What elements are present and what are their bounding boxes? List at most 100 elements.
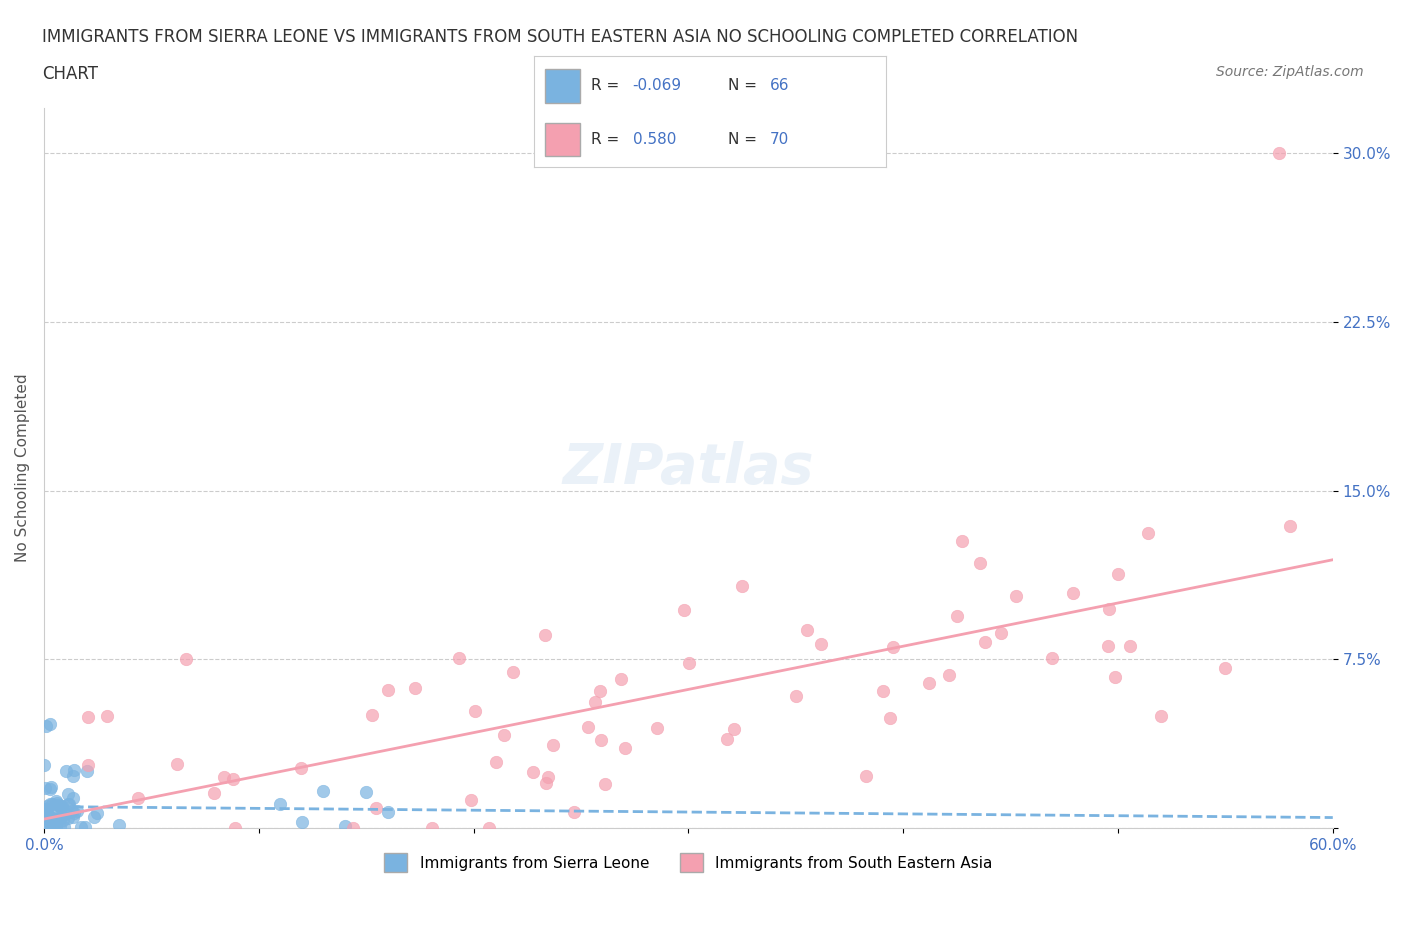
Point — [1136, 525, 1159, 540]
Point — [56, 787, 79, 802]
Point — [291, 815, 314, 830]
Point — [35, 802, 58, 817]
Point — [49, 819, 72, 834]
Point — [49, 800, 72, 815]
Point — [1104, 670, 1126, 684]
Point — [1278, 518, 1301, 533]
Point — [1097, 638, 1119, 653]
Point — [62, 790, 84, 805]
Point — [41, 796, 63, 811]
Point — [364, 801, 387, 816]
Text: Source: ZipAtlas.com: Source: ZipAtlas.com — [1216, 65, 1364, 79]
Point — [56, 797, 79, 812]
Point — [108, 817, 131, 832]
Point — [55, 806, 77, 821]
Point — [576, 720, 599, 735]
Point — [49, 801, 72, 816]
Point — [46, 797, 69, 812]
Point — [62, 769, 84, 784]
Y-axis label: No Schooling Completed: No Schooling Completed — [15, 374, 30, 563]
Point — [502, 665, 524, 680]
Point — [48, 798, 70, 813]
Point — [32, 758, 55, 773]
Point — [1268, 146, 1291, 161]
Text: CHART: CHART — [42, 65, 98, 83]
Point — [37, 809, 59, 824]
Point — [96, 709, 118, 724]
Point — [62, 809, 84, 824]
Point — [35, 719, 58, 734]
Point — [45, 813, 67, 828]
Text: -0.069: -0.069 — [633, 78, 682, 93]
Point — [76, 764, 98, 779]
Point — [39, 803, 62, 817]
Point — [990, 625, 1012, 640]
Point — [478, 820, 501, 835]
Point — [855, 768, 877, 783]
Text: R =: R = — [591, 78, 624, 93]
Point — [39, 717, 62, 732]
Point — [938, 668, 960, 683]
Point — [723, 722, 745, 737]
Point — [420, 820, 443, 835]
Point — [810, 637, 832, 652]
Point — [38, 782, 60, 797]
Point — [537, 770, 560, 785]
Point — [41, 811, 63, 826]
Point — [595, 777, 617, 791]
Point — [52, 813, 75, 828]
Point — [45, 793, 67, 808]
Point — [673, 602, 696, 617]
Point — [1215, 661, 1237, 676]
Point — [70, 820, 93, 835]
Point — [39, 809, 62, 824]
Point — [917, 675, 939, 690]
Point — [46, 796, 69, 811]
Point — [534, 628, 557, 643]
Point — [42, 820, 65, 835]
Point — [34, 802, 56, 817]
Point — [42, 811, 65, 826]
Point — [1150, 709, 1173, 724]
Text: 70: 70 — [770, 132, 789, 147]
Point — [404, 681, 426, 696]
Point — [66, 804, 89, 818]
Point — [731, 579, 754, 594]
Point — [464, 704, 486, 719]
Point — [541, 737, 564, 752]
Point — [55, 764, 77, 778]
Point — [534, 776, 557, 790]
Point — [60, 804, 83, 818]
Text: IMMIGRANTS FROM SIERRA LEONE VS IMMIGRANTS FROM SOUTH EASTERN ASIA NO SCHOOLING : IMMIGRANTS FROM SIERRA LEONE VS IMMIGRAN… — [42, 28, 1078, 46]
Point — [35, 798, 58, 813]
Point — [1005, 589, 1028, 604]
Point — [45, 811, 67, 826]
Point — [127, 790, 149, 805]
Point — [872, 684, 894, 698]
Point — [613, 740, 636, 755]
Point — [58, 796, 80, 811]
Point — [39, 797, 62, 812]
Point — [447, 651, 470, 666]
Point — [591, 732, 613, 747]
Point — [460, 793, 482, 808]
Point — [224, 820, 246, 835]
Point — [77, 710, 100, 724]
Point — [946, 608, 969, 623]
Point — [716, 732, 738, 747]
Point — [796, 622, 818, 637]
Point — [38, 808, 60, 823]
Point — [34, 809, 56, 824]
Point — [583, 695, 606, 710]
Point — [1107, 566, 1129, 581]
Point — [1098, 602, 1121, 617]
Point — [1062, 585, 1084, 600]
Point — [969, 556, 991, 571]
Point — [361, 708, 384, 723]
Point — [974, 635, 997, 650]
Point — [879, 711, 901, 725]
Point — [58, 811, 80, 826]
Point — [32, 811, 55, 826]
Point — [34, 810, 56, 825]
Point — [882, 640, 904, 655]
